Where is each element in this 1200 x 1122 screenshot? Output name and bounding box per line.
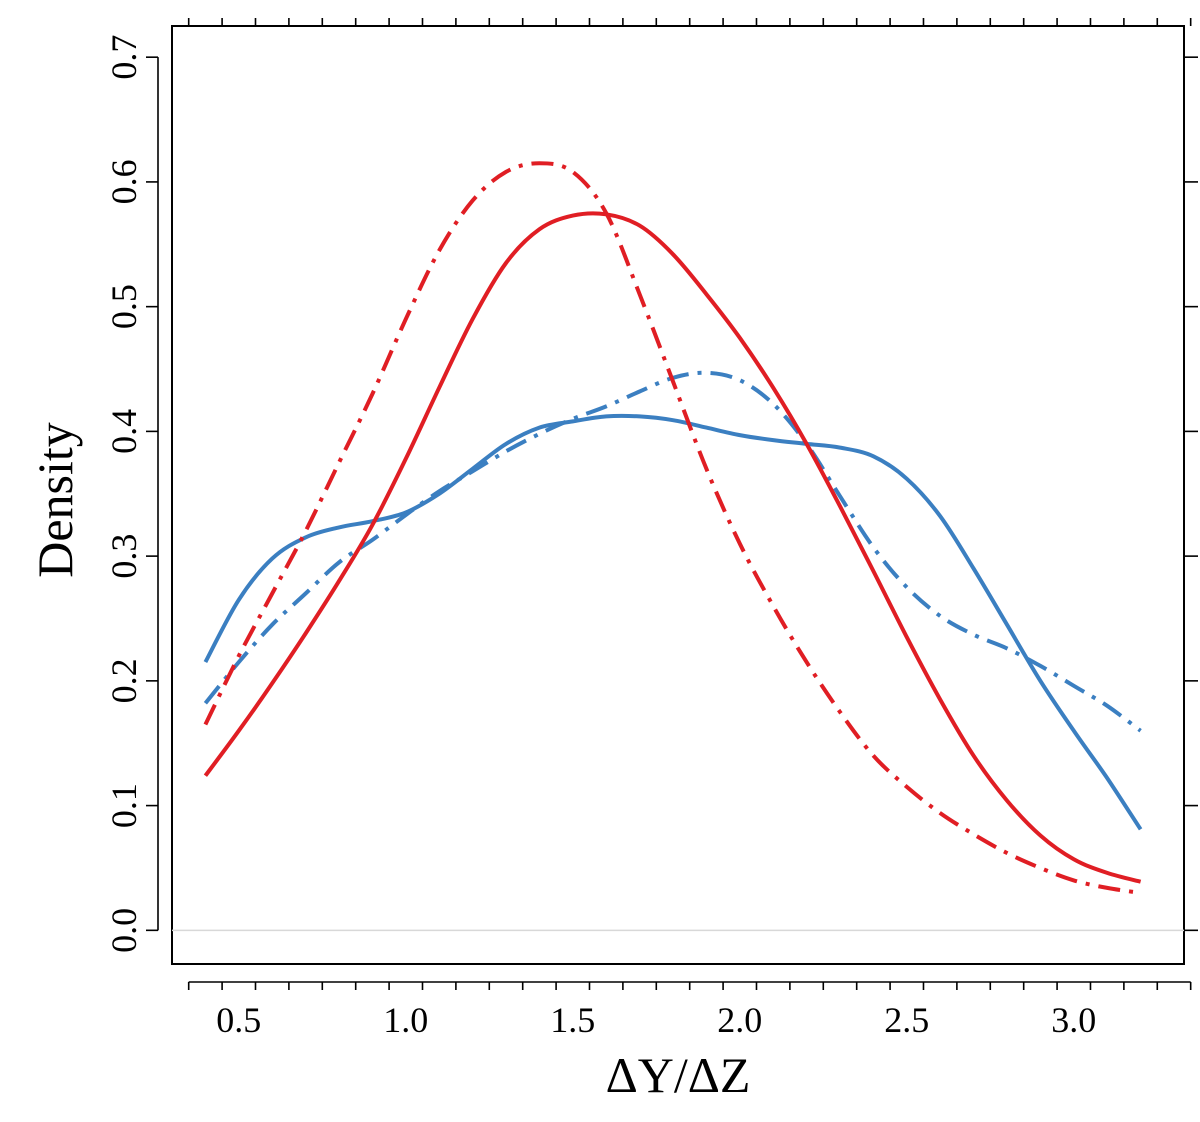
y-tick-label: 0.6 [104, 159, 144, 204]
x-tick-label: 0.5 [216, 1000, 261, 1040]
y-tick-label: 0.4 [104, 409, 144, 454]
series-line-red-solid [203, 211, 1142, 884]
x-axis-title: ΔY/ΔZ [606, 1047, 751, 1103]
y-tick-label: 0.5 [104, 284, 144, 329]
x-axis: 0.5 1.0 1.5 2.0 2.5 3.0 [187, 18, 1192, 1040]
x-tick-label: 1.5 [550, 1000, 595, 1040]
y-tick-label: 0.0 [104, 908, 144, 953]
y-tick-label: 0.1 [104, 783, 144, 828]
series-line-blue-dashdot [203, 370, 1142, 733]
series-line-blue-solid [203, 413, 1143, 831]
x-tick-label: 2.5 [884, 1000, 929, 1040]
x-tick-label: 3.0 [1051, 1000, 1096, 1040]
x-tick-label: 2.0 [717, 1000, 762, 1040]
plot-frame [171, 25, 1185, 965]
series-layer [203, 161, 1143, 895]
y-tick-label: 0.3 [104, 534, 144, 579]
series-line-red-dashdot [203, 161, 1141, 895]
y-tick-label: 0.7 [104, 35, 144, 80]
y-tick-label: 0.2 [104, 658, 144, 703]
y-axis-title: Density [27, 422, 83, 578]
x-tick-label: 1.0 [383, 1000, 428, 1040]
y-axis: 0.0 0.1 0.2 0.3 0.4 0.5 0.6 0.7 [104, 35, 1198, 953]
